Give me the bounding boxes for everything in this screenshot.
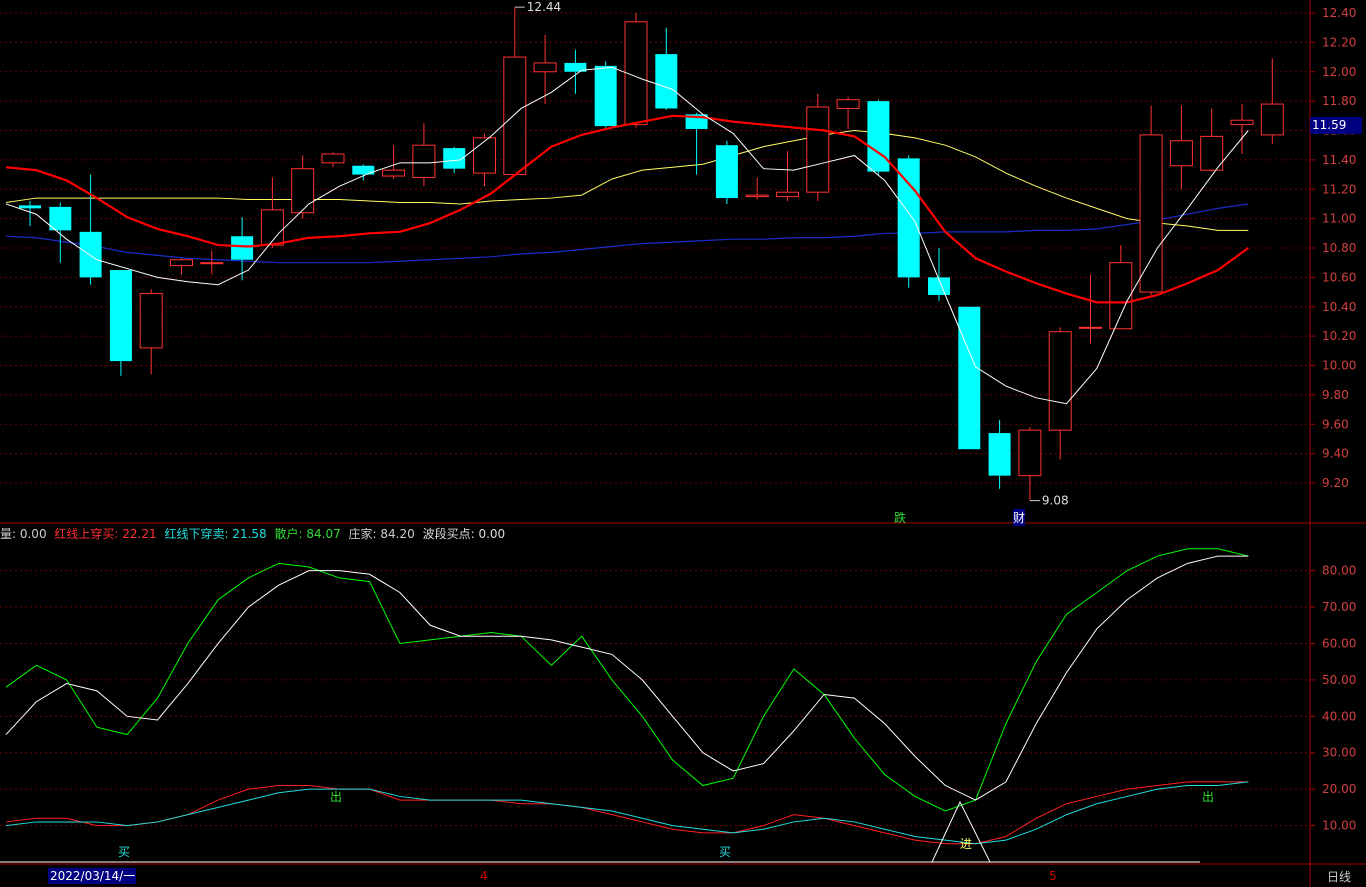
candle-down bbox=[19, 205, 41, 209]
legend-dealer: 庄家: 84.20 bbox=[348, 527, 415, 541]
candle-up bbox=[291, 168, 315, 214]
price-tick-label: 11.00 bbox=[1322, 212, 1356, 226]
candle-up bbox=[473, 137, 496, 174]
low-label: 9.08 bbox=[1042, 494, 1069, 508]
candle-up bbox=[382, 169, 406, 177]
candle-up bbox=[533, 62, 557, 73]
candle-up bbox=[503, 56, 527, 176]
ma-blue-line bbox=[5, 203, 1249, 264]
candle-up bbox=[412, 144, 436, 178]
candle-down bbox=[928, 277, 950, 295]
price-tick-label: 10.60 bbox=[1322, 270, 1356, 284]
signal-enter: 进 bbox=[960, 837, 973, 851]
indicator-legend: 量: 0.00 红线上穿买: 22.21 红线下穿卖: 21.58 散户: 84… bbox=[0, 525, 509, 542]
ma-red-line bbox=[5, 114, 1249, 304]
price-tick-label: 9.80 bbox=[1322, 388, 1349, 402]
candle-up bbox=[260, 209, 284, 246]
candle-down bbox=[594, 65, 617, 127]
month-label-5: 5 bbox=[1049, 869, 1057, 883]
price-tick-label: 10.20 bbox=[1322, 329, 1356, 343]
price-tick-label: 9.40 bbox=[1322, 447, 1349, 461]
last-price-tag: 11.59 bbox=[1310, 117, 1362, 134]
signal-out-2: 出 bbox=[1202, 790, 1215, 804]
period-button[interactable]: 日线 bbox=[1326, 870, 1351, 884]
indicator-tick-label: 40.00 bbox=[1322, 709, 1356, 723]
candle-up bbox=[200, 262, 224, 265]
candle-down bbox=[958, 306, 981, 450]
candle-down bbox=[715, 145, 738, 199]
price-tick-label: 10.40 bbox=[1322, 300, 1356, 314]
indicator-tick-label: 70.00 bbox=[1322, 600, 1356, 614]
candle-up bbox=[1048, 331, 1072, 431]
candle-down bbox=[352, 165, 375, 175]
legend-volume: 量: 0.00 bbox=[0, 527, 47, 541]
candle-down bbox=[231, 236, 254, 260]
candle-up bbox=[836, 99, 860, 109]
ma-yellow-line bbox=[5, 129, 1249, 231]
candle-up bbox=[1260, 103, 1284, 136]
candle-down bbox=[867, 101, 890, 172]
indicator-tick-label: 50.00 bbox=[1322, 673, 1356, 687]
signal-buy-2: 买 bbox=[719, 845, 732, 859]
indicator-tick-label: 60.00 bbox=[1322, 636, 1356, 650]
indicator-tick-label: 20.00 bbox=[1322, 782, 1356, 796]
indicator-line-cyan-sell bbox=[5, 781, 1249, 845]
cursor-date: 2022/03/14/一 bbox=[48, 868, 136, 884]
indicator-line-dealer bbox=[5, 555, 1249, 801]
candle-down bbox=[655, 54, 678, 109]
candle-down bbox=[897, 158, 920, 278]
candle-up bbox=[1200, 135, 1224, 171]
indicator-tick-label: 10.00 bbox=[1322, 819, 1356, 833]
candle-up bbox=[624, 21, 648, 126]
price-tick-label: 10.80 bbox=[1322, 241, 1356, 255]
price-tick-label: 11.80 bbox=[1322, 94, 1356, 108]
price-tick-label: 9.60 bbox=[1322, 417, 1349, 431]
price-tick-label: 12.40 bbox=[1322, 6, 1356, 20]
candle-up bbox=[1139, 134, 1163, 293]
candle-up bbox=[1109, 262, 1133, 330]
legend-red-cross-sell: 红线下穿卖: 21.58 bbox=[164, 527, 267, 541]
candle-up bbox=[776, 191, 799, 198]
price-tick-label: 12.00 bbox=[1322, 65, 1356, 79]
candle-up bbox=[1018, 429, 1042, 477]
ma-white-line bbox=[5, 66, 1249, 405]
candle-down bbox=[109, 270, 132, 362]
candle-up bbox=[1079, 326, 1102, 329]
candle-down bbox=[564, 62, 587, 72]
signal-cai: 财 bbox=[1013, 509, 1026, 526]
price-tick-label: 11.40 bbox=[1322, 153, 1356, 167]
indicator-line-red-buy bbox=[5, 781, 1249, 845]
indicator-tick-label: 80.00 bbox=[1322, 564, 1356, 578]
price-tick-label: 12.20 bbox=[1322, 35, 1356, 49]
price-tick-label: 10.00 bbox=[1322, 359, 1356, 373]
candle-up bbox=[1169, 140, 1193, 167]
signal-buy-1: 买 bbox=[118, 845, 131, 859]
indicator-line-retail bbox=[5, 548, 1249, 812]
wave-buy-triangle bbox=[931, 800, 991, 863]
signal-drop: 跌 bbox=[894, 511, 907, 525]
legend-wave-buy: 波段买点: 0.00 bbox=[422, 527, 506, 541]
candle-down bbox=[443, 148, 466, 169]
price-tick-label: 11.20 bbox=[1322, 182, 1356, 196]
legend-red-cross-buy: 红线上穿买: 22.21 bbox=[54, 527, 157, 541]
candle-up bbox=[1230, 119, 1254, 126]
candle-up bbox=[170, 259, 193, 267]
candle-down bbox=[79, 231, 102, 278]
candle-up bbox=[139, 293, 163, 349]
candle-up bbox=[321, 153, 345, 164]
candle-up bbox=[745, 194, 769, 198]
candle-down bbox=[988, 433, 1011, 476]
candle-down bbox=[49, 206, 72, 231]
legend-retail: 散户: 84.07 bbox=[274, 527, 341, 541]
high-label: 12.44 bbox=[527, 0, 561, 14]
price-tick-label: 9.20 bbox=[1322, 476, 1349, 490]
signal-out-1: 出 bbox=[330, 790, 343, 804]
candle-up bbox=[806, 106, 830, 193]
indicator-tick-label: 30.00 bbox=[1322, 746, 1356, 760]
month-label-4: 4 bbox=[480, 869, 488, 883]
